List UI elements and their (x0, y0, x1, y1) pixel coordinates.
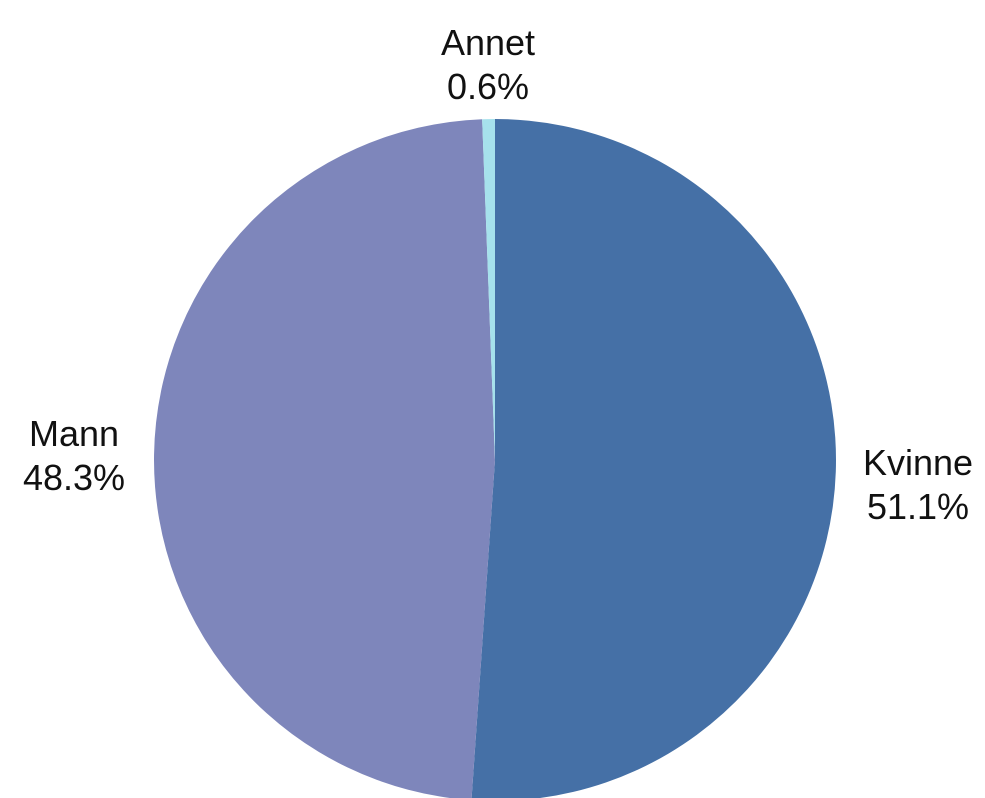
pie-slice-kvinne (471, 119, 836, 798)
slice-label-mann: Mann (29, 413, 119, 454)
pie-slice-mann (154, 119, 495, 798)
slice-value-label-kvinne: 51.1% (867, 486, 969, 527)
slice-value-label-annet: 0.6% (447, 66, 529, 107)
pie-slices (154, 119, 836, 798)
slice-label-annet: Annet (441, 22, 535, 63)
slice-label-kvinne: Kvinne (863, 442, 973, 483)
pie-slice-annet (482, 119, 495, 460)
slice-value-label-mann: 48.3% (23, 457, 125, 498)
